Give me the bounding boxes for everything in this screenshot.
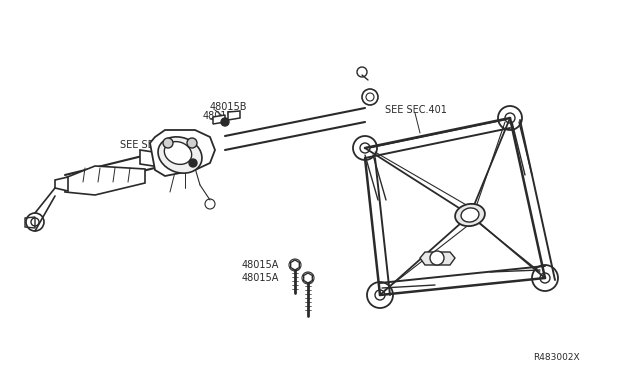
Text: 48015B: 48015B — [203, 111, 241, 121]
Polygon shape — [291, 260, 300, 270]
Circle shape — [189, 159, 197, 167]
Polygon shape — [420, 252, 455, 265]
Polygon shape — [55, 177, 68, 191]
Text: 48015A: 48015A — [242, 260, 280, 270]
Circle shape — [187, 138, 197, 148]
Polygon shape — [25, 217, 35, 228]
Text: 48015A: 48015A — [242, 273, 280, 283]
Ellipse shape — [461, 208, 479, 222]
Text: 48015B: 48015B — [210, 102, 248, 112]
Text: SEE SEC.401: SEE SEC.401 — [385, 105, 447, 115]
Polygon shape — [228, 111, 240, 120]
Text: R483002X: R483002X — [533, 353, 580, 362]
Circle shape — [163, 138, 173, 148]
Polygon shape — [303, 273, 312, 283]
Polygon shape — [213, 115, 225, 124]
Ellipse shape — [164, 142, 192, 164]
Polygon shape — [140, 150, 160, 167]
Polygon shape — [65, 166, 145, 195]
Polygon shape — [150, 130, 215, 176]
Circle shape — [430, 251, 444, 265]
Ellipse shape — [158, 137, 202, 173]
Circle shape — [221, 118, 229, 126]
Ellipse shape — [455, 204, 485, 226]
Text: SEE SEC.492: SEE SEC.492 — [120, 140, 182, 150]
